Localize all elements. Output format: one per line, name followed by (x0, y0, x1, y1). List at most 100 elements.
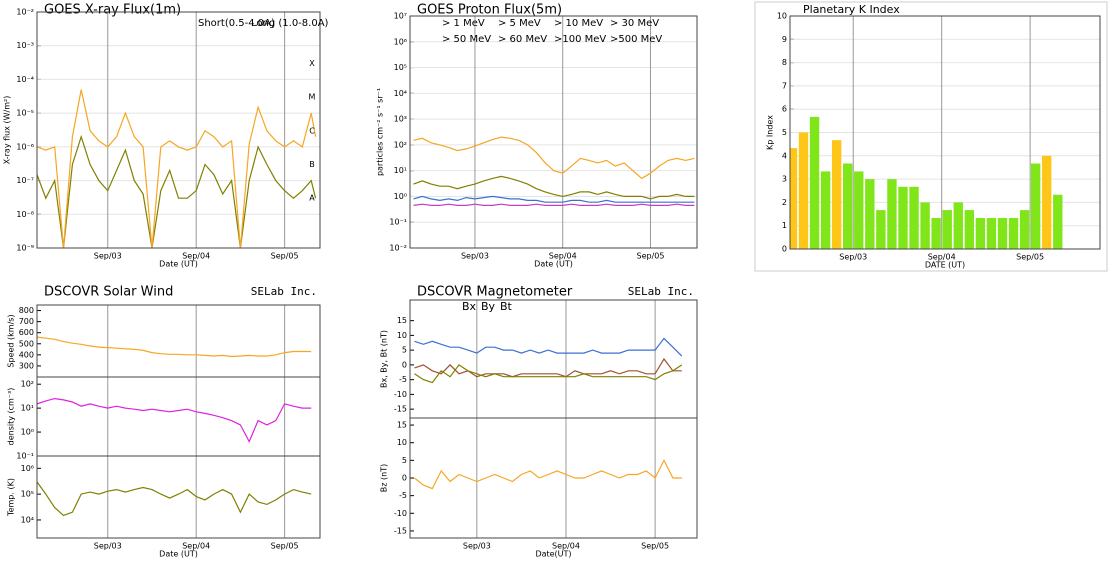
x-tick-label: Sep/04 (182, 252, 210, 261)
y-tick-label: 15 (397, 421, 407, 430)
y-axis-label: Temp. (K) (7, 478, 16, 517)
y-tick-label: 400 (19, 350, 34, 359)
y-tick-label: 0 (782, 245, 787, 254)
x-tick-label: Sep/04 (549, 252, 577, 261)
series-line (414, 337, 683, 357)
y-tick-label: 5 (402, 456, 407, 465)
bar (798, 132, 809, 249)
bar (1008, 218, 1019, 249)
y-tick-label: 10² (21, 380, 34, 389)
legend-entry: Long (1.0-8.0A) (251, 18, 329, 29)
chart-title: Planetary K Index (803, 3, 900, 16)
y-tick-label: 10⁻⁷ (16, 176, 34, 185)
y-tick-label: 600 (19, 328, 34, 337)
plot-frame (789, 15, 1101, 250)
y-tick-label: 10¹ (394, 166, 407, 175)
y-axis-label: density (cm⁻³) (7, 388, 16, 446)
x-axis-label: Date(UT) (535, 550, 571, 559)
credit: SELab Inc. (251, 285, 317, 298)
series-line (37, 397, 312, 443)
y-axis-label: Kp Index (766, 115, 775, 150)
legend-entry: >500 MeV (610, 34, 662, 45)
y-axis-label: particles cm⁻² s⁻¹ sr⁻¹ (376, 88, 385, 176)
y-tick-label: 10⁵ (21, 490, 34, 499)
legend-entry: By (481, 300, 496, 313)
y-tick-label: 10 (397, 438, 407, 447)
y-tick-label: 10⁶ (394, 37, 407, 46)
y-tick-label: -5 (399, 491, 407, 500)
y-tick-label: 10⁴ (21, 515, 34, 524)
series-line (413, 136, 695, 180)
series-line (37, 134, 317, 248)
y-tick-label: 10⁴ (394, 89, 407, 98)
y-axis-label: Speed (km/s) (7, 314, 16, 367)
flare-class: C (309, 126, 315, 135)
series-line (414, 459, 682, 490)
x-tick-label: Sep/03 (94, 252, 122, 261)
plot-frame (409, 299, 698, 419)
bar (920, 202, 930, 249)
legend-entry: Short(0.5-4.0A) (198, 18, 275, 29)
y-tick-label: 2 (782, 198, 787, 207)
bar (898, 186, 908, 249)
legend-entry: Bt (500, 300, 513, 313)
bar (942, 210, 952, 249)
legend-entry: > 60 MeV (498, 34, 547, 45)
y-tick-label: 3 (782, 175, 787, 184)
y-tick-label: 0 (402, 474, 407, 483)
y-tick-label: 4 (782, 151, 787, 160)
bar (820, 171, 831, 249)
bar (809, 116, 820, 249)
legend-entry: > 30 MeV (610, 18, 659, 29)
x-axis-label: Date (UT) (159, 260, 198, 269)
y-tick-label: 10⁻⁵ (16, 109, 34, 118)
bar (854, 171, 864, 249)
y-tick-label: 10⁻⁹ (16, 244, 34, 253)
y-tick-label: 5 (402, 346, 407, 355)
chart-title: GOES X-ray Flux(1m) (44, 3, 181, 18)
x-tick-label: Sep/03 (839, 253, 867, 262)
bar (1053, 194, 1063, 249)
y-tick-label: 10⁰ (394, 192, 407, 201)
y-axis-label: Bz (nT) (380, 464, 389, 492)
series-line (37, 481, 312, 517)
y-tick-label: 8 (782, 58, 787, 67)
x-tick-label: Sep/03 (463, 542, 491, 551)
y-tick-label: 10⁻¹ (389, 218, 407, 227)
bar (790, 148, 798, 249)
chart-title: GOES Proton Flux(5m) (417, 3, 562, 18)
y-tick-label: 300 (19, 361, 34, 370)
series-line (37, 336, 312, 358)
series-line (413, 175, 695, 200)
x-axis-label: Date (UT) (534, 260, 573, 269)
x-tick-label: Sep/05 (271, 542, 299, 551)
bar (975, 218, 986, 249)
plot-frame (36, 455, 321, 539)
x-axis-label: Date (UT) (159, 550, 198, 559)
series-line (414, 364, 683, 384)
y-tick-label: 10² (394, 140, 407, 149)
y-tick-label: 1 (782, 221, 787, 230)
x-axis-label: DATE (UT) (925, 261, 965, 270)
plot-frame (36, 11, 321, 249)
flare-class: X (309, 59, 315, 68)
bar (953, 202, 963, 249)
y-tick-label: 10⁶ (21, 464, 34, 473)
flare-class: M (309, 93, 316, 102)
x-tick-label: Sep/05 (271, 252, 299, 261)
legend-entry: > 1 MeV (442, 18, 485, 29)
y-tick-label: -15 (394, 526, 407, 535)
legend-entry: >100 MeV (554, 34, 606, 45)
bar (1030, 163, 1041, 249)
y-tick-label: -10 (394, 390, 407, 399)
legend-entry: > 50 MeV (442, 34, 491, 45)
y-tick-label: 0 (402, 360, 407, 369)
y-tick-label: 10⁻⁸ (16, 210, 34, 219)
bar (1019, 210, 1030, 249)
y-tick-label: 5 (782, 128, 787, 137)
legend-entry: Bx (462, 300, 477, 313)
flare-class: A (309, 194, 315, 203)
y-tick-label: 10⁻¹ (16, 452, 34, 461)
bar (843, 163, 853, 249)
